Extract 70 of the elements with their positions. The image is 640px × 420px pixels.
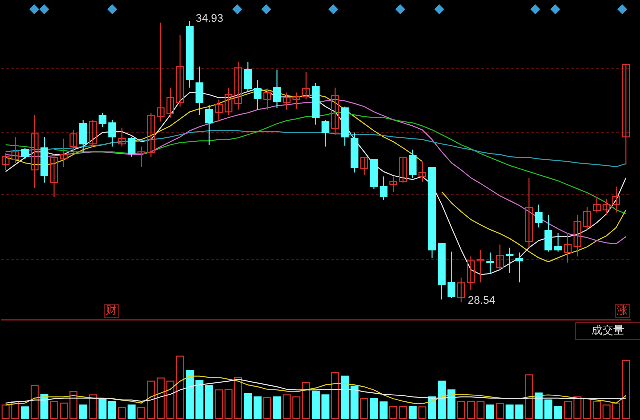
bar xyxy=(128,404,136,420)
candlestick xyxy=(535,204,543,228)
candlestick xyxy=(205,104,214,146)
candlestick xyxy=(574,214,582,258)
candlestick xyxy=(244,61,252,92)
candlestick xyxy=(89,120,97,148)
candlestick xyxy=(196,66,204,116)
bar xyxy=(350,386,359,420)
candlestick xyxy=(516,252,524,284)
annotation: 财 xyxy=(104,304,119,318)
candlestick xyxy=(50,154,58,198)
bar xyxy=(408,406,417,420)
candlestick xyxy=(234,61,242,110)
candlestick xyxy=(21,148,30,160)
candlestick xyxy=(448,251,456,299)
candlestick xyxy=(496,244,504,270)
candlestick xyxy=(622,64,630,166)
candlestick xyxy=(476,250,485,284)
bar xyxy=(21,406,30,420)
bar xyxy=(254,396,262,420)
bar xyxy=(380,402,388,420)
candlestick xyxy=(390,176,398,193)
candlestick xyxy=(602,198,611,216)
candlestick xyxy=(554,232,562,252)
candlestick xyxy=(409,149,417,179)
candlestick xyxy=(108,120,116,148)
candlestick xyxy=(224,87,233,116)
annotation: 涨 xyxy=(615,304,630,318)
candlestick xyxy=(593,196,601,214)
candlestick xyxy=(380,176,388,200)
candlestick xyxy=(138,146,146,168)
bar xyxy=(341,376,350,420)
candlestick xyxy=(254,80,262,110)
candlestick xyxy=(360,157,368,176)
candlestick xyxy=(12,136,20,164)
candlestick xyxy=(399,157,408,184)
candlestick xyxy=(264,88,272,110)
candlestick xyxy=(273,69,282,109)
candlestick xyxy=(302,72,310,100)
candlestick xyxy=(2,152,10,171)
bar xyxy=(554,406,562,420)
annotation: 28.54 xyxy=(468,295,496,307)
candlestick xyxy=(506,247,514,274)
candlestick xyxy=(564,232,572,264)
candlestick xyxy=(418,161,427,182)
bar xyxy=(205,385,214,420)
candlestick xyxy=(60,138,68,168)
candlestick xyxy=(525,178,534,248)
candlestick xyxy=(31,114,39,189)
candlestick xyxy=(118,127,126,148)
candlestick xyxy=(322,120,330,148)
candlestick xyxy=(79,120,88,154)
candlestick xyxy=(128,136,136,158)
candlestick xyxy=(176,34,184,108)
candlestick xyxy=(98,112,107,128)
candlestick xyxy=(612,186,620,214)
candlestick xyxy=(331,87,340,136)
annotation: 34.93 xyxy=(196,13,224,25)
bar xyxy=(244,393,252,420)
candlestick xyxy=(486,252,494,274)
chart-title: 成交量 xyxy=(575,322,640,340)
candlestick xyxy=(70,130,78,154)
bar xyxy=(273,396,282,420)
candlestick xyxy=(544,214,553,252)
candlestick xyxy=(215,99,223,122)
candlestick xyxy=(583,206,592,230)
bar xyxy=(370,398,378,420)
bar xyxy=(79,404,88,420)
candlestick xyxy=(147,112,156,158)
bar xyxy=(486,404,494,420)
